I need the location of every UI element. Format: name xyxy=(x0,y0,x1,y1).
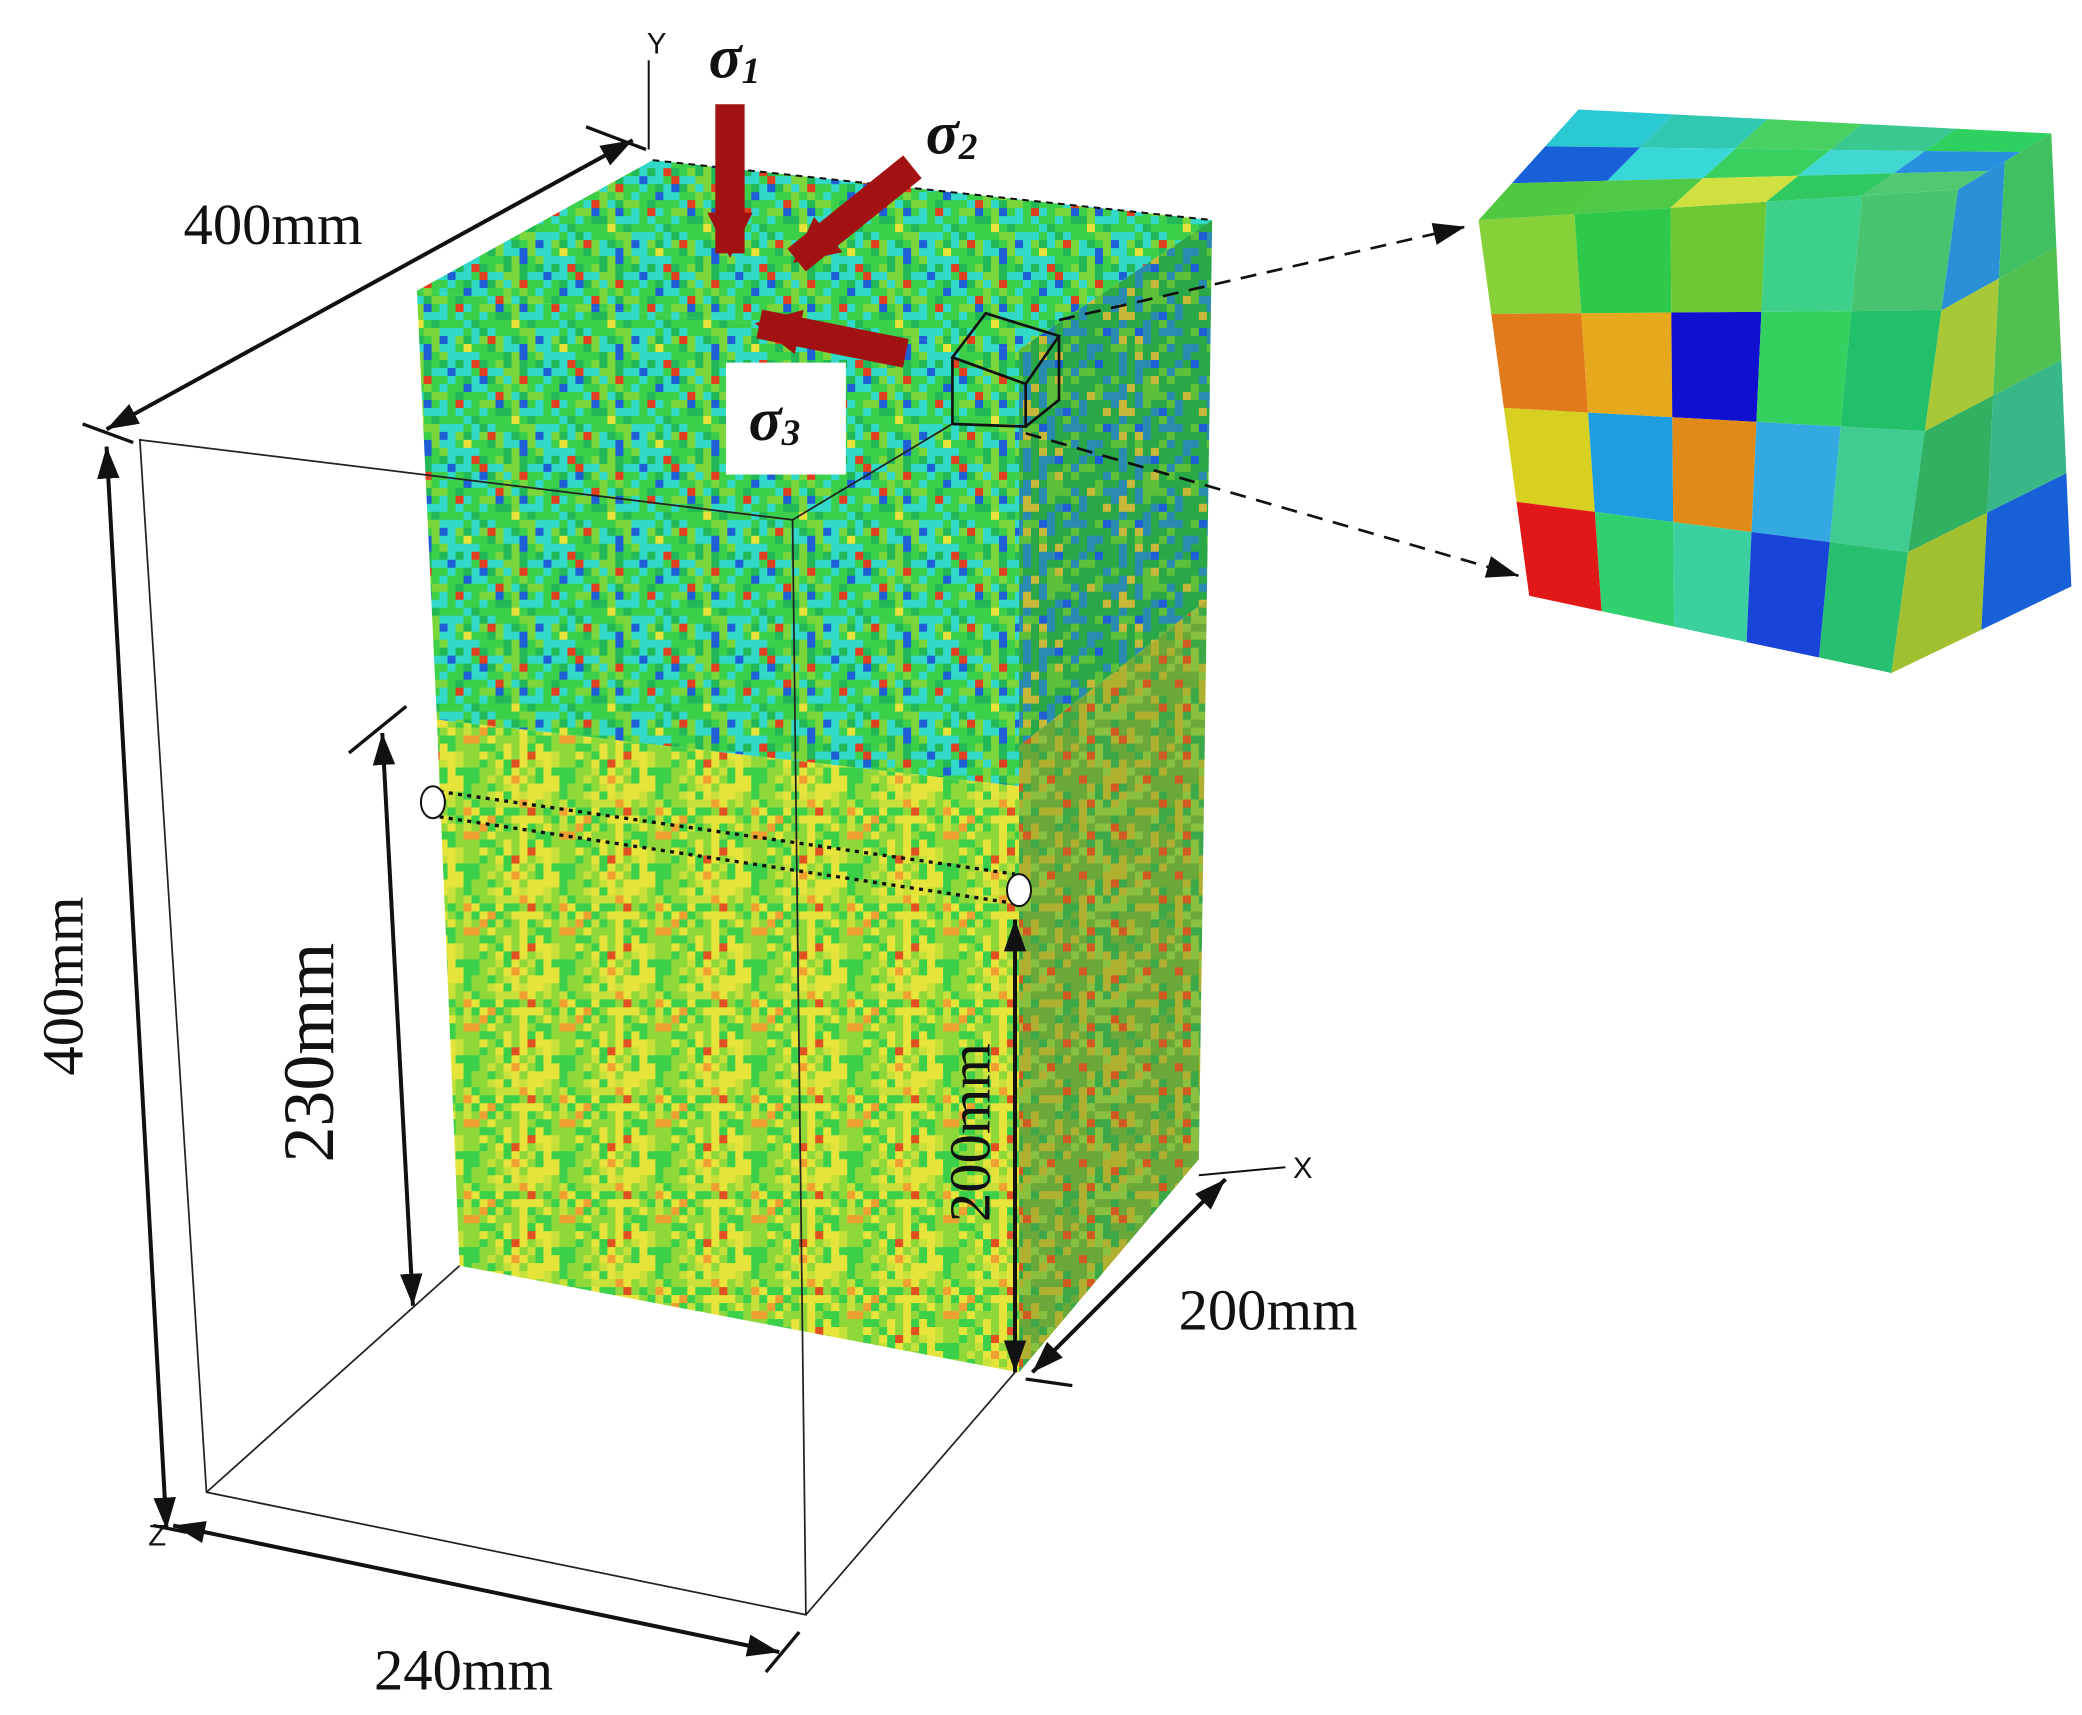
zoom-top-cell xyxy=(1607,147,1736,181)
zoom-front-cell xyxy=(1581,312,1673,418)
zoom-side-cell xyxy=(1998,133,2057,279)
dim-height xyxy=(97,446,176,1530)
zoom-top-cell xyxy=(1830,123,1957,152)
subscript: 2 xyxy=(958,127,978,168)
zoom-front-cell xyxy=(1594,511,1675,627)
element-marker xyxy=(950,311,1062,428)
zoom-top-cell xyxy=(1798,149,1926,176)
zoom-front-cell xyxy=(1671,311,1762,422)
stress-label: σ3 xyxy=(749,386,801,454)
zoom-top-cell xyxy=(1640,114,1768,149)
zoom-front-cell xyxy=(1761,195,1863,312)
zoom-top-cell xyxy=(1545,109,1674,148)
dim-top xyxy=(105,138,634,431)
borehole-line xyxy=(439,815,1016,906)
label-box xyxy=(725,362,846,475)
zoom-front-cell xyxy=(1516,501,1602,612)
stress-label: σ2 xyxy=(926,100,978,168)
zoom-front-cell xyxy=(1588,412,1674,522)
zoom-front-cell xyxy=(1503,407,1595,512)
zoom-front-cell xyxy=(1574,207,1672,314)
zoom-front-cell xyxy=(1819,542,1909,674)
dim-label: 400mm xyxy=(31,896,96,1075)
zoom-top-cell xyxy=(1670,175,1799,208)
axis-label: Y xyxy=(647,28,667,61)
zoom-top-cell xyxy=(1925,128,2052,153)
wireframe xyxy=(138,423,1016,1616)
zoom-front-cell xyxy=(1829,426,1925,553)
dim-label: 230mm xyxy=(269,943,349,1163)
zoom-side-cell xyxy=(1941,161,2005,311)
stress-label: σ1 xyxy=(709,24,761,92)
zoom-side-cell xyxy=(1987,359,2067,513)
zoom-side-cell xyxy=(1981,473,2072,630)
zoom-side-cell xyxy=(1908,395,1994,553)
zoom-front-cell xyxy=(1746,532,1830,658)
symbol: σ xyxy=(926,100,961,168)
dim-label: 200mm xyxy=(938,1043,1003,1222)
zoom-front-cell xyxy=(1478,213,1582,315)
zoom-front-cell xyxy=(1756,311,1852,427)
dim-ticks xyxy=(82,125,1073,1674)
borehole-end xyxy=(419,785,446,820)
zoom-side-cell xyxy=(1924,278,1999,432)
top-edge xyxy=(652,159,1213,222)
element-outline xyxy=(950,311,1062,428)
dim-borehole-left xyxy=(372,732,423,1306)
zoom-top-cell xyxy=(1702,148,1831,179)
borehole-end xyxy=(1006,873,1033,908)
zoom-front-cell xyxy=(1491,313,1589,413)
right-face-lower xyxy=(1019,599,1207,1373)
dim-label: 400mm xyxy=(184,192,363,257)
zoom-top-cell xyxy=(1766,173,1894,202)
zoom-arrow xyxy=(1025,431,1519,578)
zoom-front-cell xyxy=(1670,201,1767,313)
dimension-lines xyxy=(82,125,1227,1674)
zoom-front-cell xyxy=(1840,310,1942,432)
dim-depth xyxy=(1030,1177,1227,1374)
zoom-top-cell xyxy=(1893,151,2021,174)
subscript: 3 xyxy=(781,413,801,454)
zoom-top-cell xyxy=(1862,170,1990,196)
borehole-line xyxy=(439,789,1016,876)
zoom-top-cell xyxy=(1511,146,1641,184)
zoom-top-cell xyxy=(1478,180,1608,221)
stress-arrow xyxy=(787,155,922,272)
stress-arrows xyxy=(707,104,922,368)
zoom-side-cell xyxy=(1891,512,1988,674)
zoom-top-cell xyxy=(1574,178,1703,214)
front-face-upper xyxy=(416,290,1020,787)
front-face-lower xyxy=(436,719,1020,1373)
right-face-upper xyxy=(1019,220,1213,747)
zoom-side-cell xyxy=(1993,246,2062,396)
frame-lines xyxy=(138,423,1016,1616)
axes xyxy=(647,60,1286,1177)
zoom-top-cell xyxy=(1735,119,1863,150)
subscript: 1 xyxy=(742,51,761,92)
zoom-front-cell xyxy=(1851,189,1959,312)
dim-label: 240mm xyxy=(374,1637,553,1702)
zoom-front-cell xyxy=(1673,521,1752,643)
zoomed-element xyxy=(1478,109,2072,674)
stress-arrow xyxy=(754,309,909,368)
symbol: σ xyxy=(709,24,744,92)
dim-label: 200mm xyxy=(1179,1278,1358,1343)
dim-width xyxy=(172,1521,780,1657)
zoom-arrow xyxy=(1058,223,1466,322)
zoom-front-cell xyxy=(1751,421,1841,543)
axis-label: Z xyxy=(148,1520,166,1553)
symbol: σ xyxy=(749,386,784,454)
zoom-front-cell xyxy=(1672,417,1757,533)
x-axis xyxy=(1198,1166,1286,1177)
axis-label: X xyxy=(1293,1152,1313,1185)
